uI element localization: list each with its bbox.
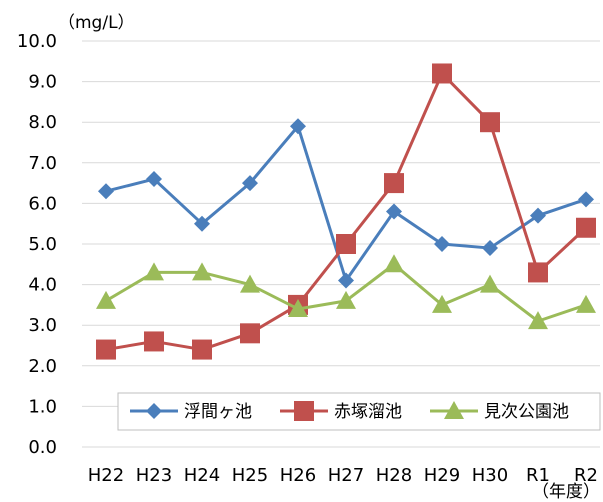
data-point [240,274,260,293]
data-point [144,331,164,352]
series-1 [98,118,594,289]
x-tick-label: H27 [328,465,364,486]
data-point [384,254,404,273]
legend-marker [146,403,162,419]
data-point [240,323,260,344]
x-tick-label: H29 [424,465,460,486]
y-tick-label: 2.0 [28,356,57,377]
data-point [96,290,116,309]
legend-entry: 浮間ヶ池 [130,402,252,422]
y-tick-label: 1.0 [28,396,57,417]
data-point [480,274,500,293]
x-tick-label: R1 [526,465,550,486]
data-point [192,339,212,360]
data-point [576,217,596,238]
y-tick-label: 9.0 [28,72,57,93]
data-point [98,183,114,200]
data-point [96,339,116,360]
y-tick-label: 5.0 [28,234,57,255]
legend-entry: 赤塚溜池 [280,401,402,422]
data-point [578,191,594,208]
data-point [242,175,258,192]
data-point [576,294,596,313]
data-point [432,63,452,84]
y-axis-unit-label: （mg/L） [58,13,135,33]
data-point [386,203,402,220]
x-tick-label: H25 [232,465,268,486]
y-tick-label: 10.0 [17,31,57,52]
y-tick-label: 3.0 [28,315,57,336]
data-point [528,262,548,283]
legend-marker [444,401,464,419]
data-point [432,294,452,313]
data-point [480,112,500,133]
legend-box [117,392,601,431]
data-point [434,236,450,252]
y-tick-label: 7.0 [28,153,57,174]
data-point [384,173,404,194]
x-tick-label: H28 [376,465,412,486]
legend-label: 見次公園池 [484,402,569,422]
x-tick-label: H22 [88,465,124,486]
x-tick-label: H23 [136,465,172,486]
data-point [336,290,356,309]
x-tick-label: H30 [472,465,508,486]
legend-label: 浮間ヶ池 [184,402,252,422]
data-point [482,240,498,257]
data-point [194,215,210,232]
data-point [192,262,212,281]
x-axis-unit-label: （年度） [532,482,600,502]
y-tick-label: 4.0 [28,275,57,296]
legend: 浮間ヶ池 赤塚溜池 見次公園池 [117,392,601,431]
series-2 [96,63,596,360]
data-point [288,298,308,317]
data-point [528,311,548,330]
legend-entry: 見次公園池 [430,401,569,422]
legend-label: 赤塚溜池 [334,402,402,422]
y-tick-label: 6.0 [28,193,57,214]
series-layer [96,63,596,360]
data-point [146,171,162,188]
data-point [336,234,356,254]
x-tick-labels: H22 H23 H24 H25 H26 H27 H28 H29 H30 R1 R2 [88,465,598,486]
x-tick-label: R2 [574,465,598,486]
x-tick-label: H24 [184,465,220,486]
legend-marker [294,401,314,421]
data-point [144,262,164,281]
x-tick-label: H26 [280,465,316,486]
series-3 [96,254,596,330]
y-tick-labels: 0.0 1.0 2.0 3.0 4.0 5.0 6.0 7.0 8.0 9.0 10.0 [17,31,57,458]
data-point [530,207,546,224]
data-point [338,272,354,289]
y-tick-label: 8.0 [28,112,57,133]
y-tick-label: 0.0 [28,437,57,458]
data-point [290,118,306,135]
